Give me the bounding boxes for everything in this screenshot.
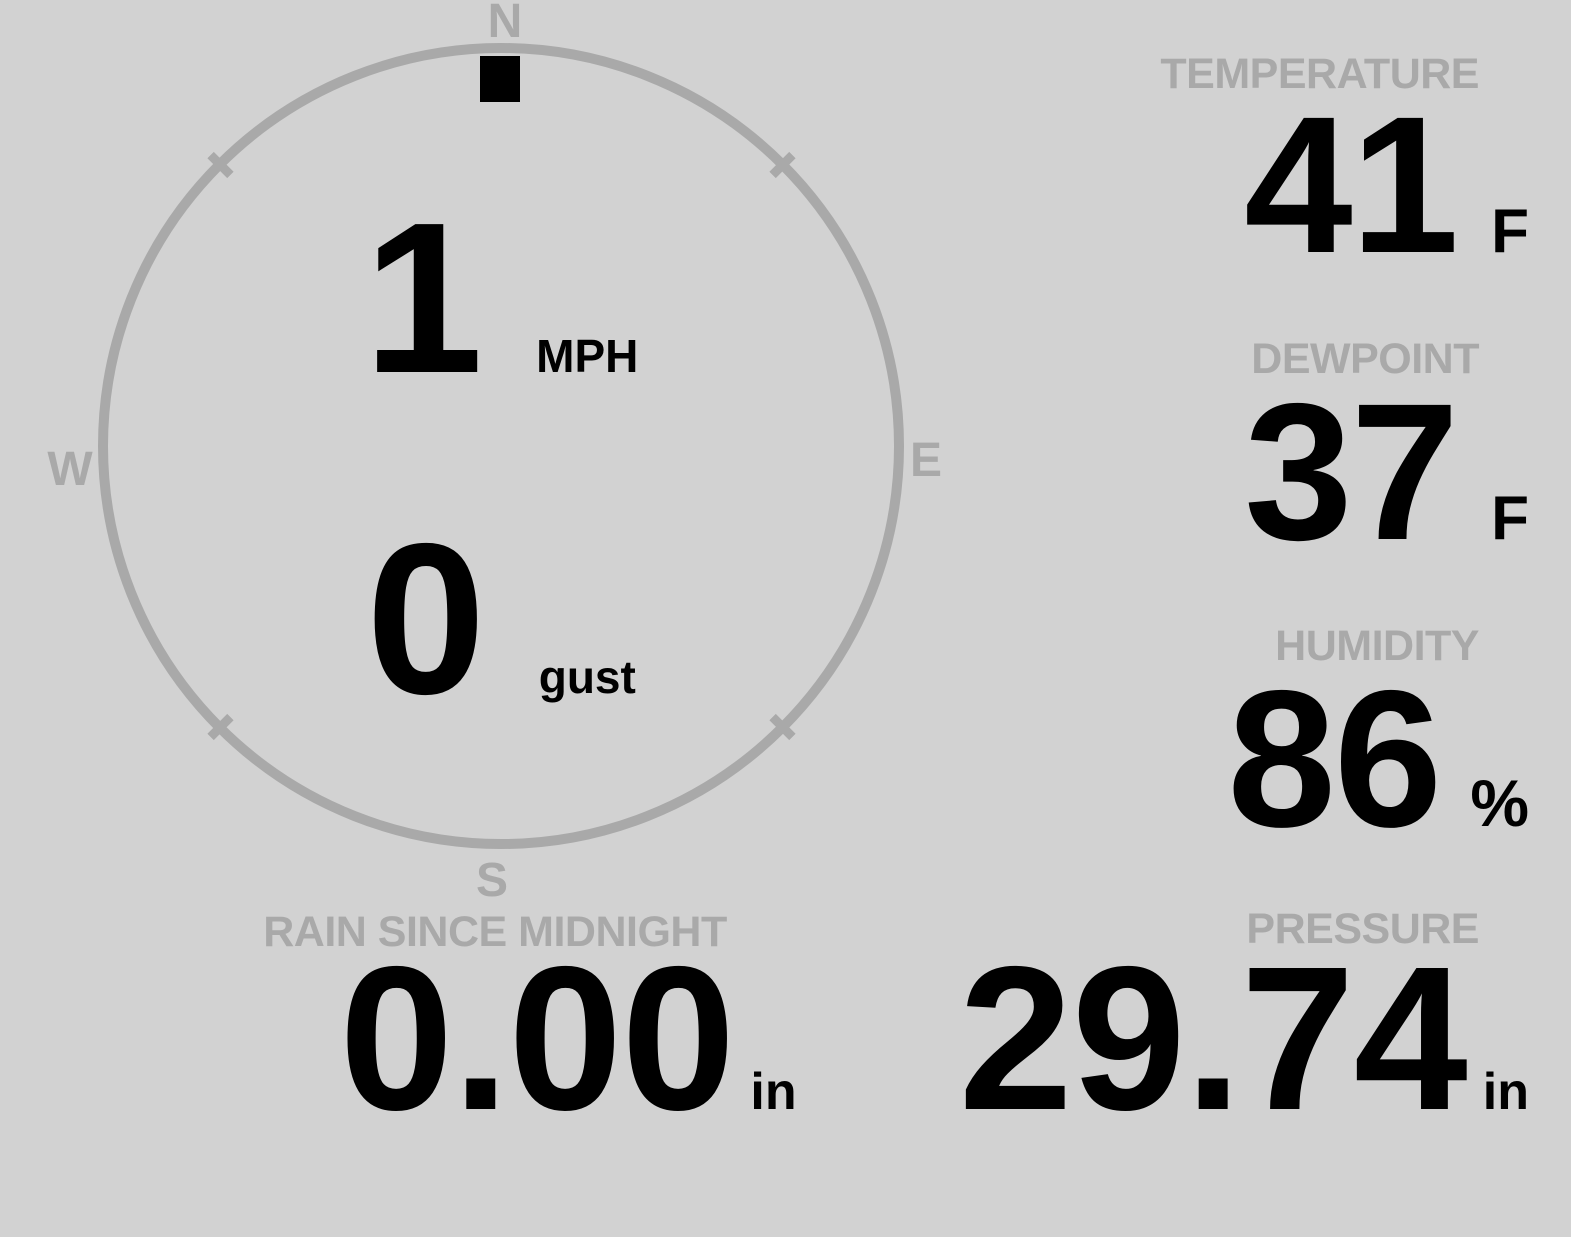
pressure-label: PRESSURE: [1246, 905, 1479, 953]
pressure-unit: in: [1482, 1063, 1529, 1121]
rain-unit: in: [750, 1063, 797, 1121]
metrics-column: TEMPERATURE 41 F DEWPOINT 37 F HUMIDITY …: [829, 0, 1529, 1237]
pressure-value-row: 29.74 in: [829, 936, 1529, 1141]
wind-gust-value: 0: [366, 498, 486, 739]
compass-label-west: W: [47, 443, 93, 496]
humidity-value-row: 86 %: [829, 662, 1529, 857]
humidity-unit: %: [1470, 766, 1529, 840]
compass-label-north: N: [487, 0, 523, 48]
wind-compass: N E S W 1 MPH 0 gust: [0, 0, 1000, 960]
compass-label-east: E: [909, 434, 943, 487]
wind-gust-row: 0 gust: [98, 511, 904, 726]
pressure-value: 29.74: [958, 924, 1468, 1153]
rain-label: RAIN SINCE MIDNIGHT: [263, 908, 727, 956]
wind-direction-marker: [480, 56, 520, 102]
compass-label-south: S: [475, 854, 509, 907]
dewpoint-unit: F: [1491, 484, 1529, 553]
humidity-label: HUMIDITY: [1275, 622, 1479, 670]
dewpoint-value: 37: [1244, 363, 1459, 581]
wind-speed-row: 1 MPH: [98, 190, 904, 405]
rain-value-row: 0.00 in: [339, 936, 796, 1141]
wind-gust-unit: gust: [538, 651, 636, 703]
temperature-unit: F: [1491, 197, 1529, 266]
compass-ring: [98, 43, 904, 849]
rain-value: 0.00: [339, 924, 735, 1153]
temperature-value-row: 41 F: [829, 88, 1529, 283]
wind-direction-orbit: [98, 43, 904, 849]
dewpoint-value-row: 37 F: [829, 375, 1529, 570]
wind-speed-unit: MPH: [536, 330, 639, 382]
humidity-value: 86: [1227, 650, 1442, 868]
wind-speed-value: 1: [363, 177, 484, 418]
dewpoint-label: DEWPOINT: [1251, 335, 1479, 383]
temperature-value: 41: [1244, 76, 1459, 294]
temperature-label: TEMPERATURE: [1160, 50, 1479, 98]
